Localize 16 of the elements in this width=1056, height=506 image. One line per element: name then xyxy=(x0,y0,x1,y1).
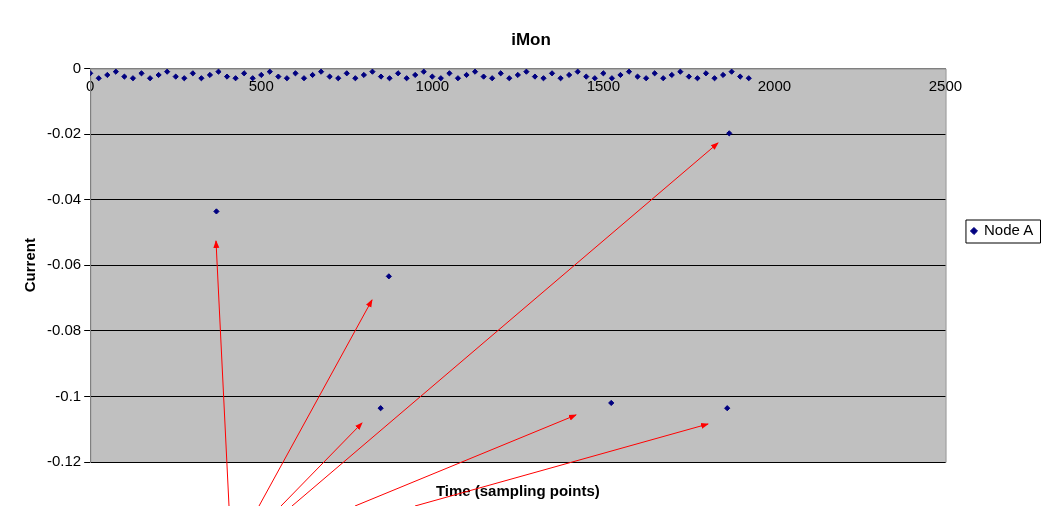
y-tick-label: -0.12 xyxy=(46,452,82,470)
x-tick-label: 1500 xyxy=(586,76,621,94)
y-tick-label: -0.1 xyxy=(55,386,82,404)
y-tick-label: -0.06 xyxy=(46,255,82,273)
x-tick-label: 2500 xyxy=(928,76,963,94)
x-tick-label: 500 xyxy=(248,76,274,94)
x-tick-label: 1000 xyxy=(415,76,449,94)
y-tick-label: 0 xyxy=(72,58,82,76)
legend-label: Node A xyxy=(983,221,1034,239)
chart-title: iMon xyxy=(511,29,551,49)
y-tick-label: -0.04 xyxy=(46,189,82,207)
y-tick-label: -0.02 xyxy=(46,124,82,142)
x-tick-label: 2000 xyxy=(757,76,792,94)
y-tick-label: -0.08 xyxy=(46,320,82,338)
y-axis-title: Current xyxy=(21,238,39,293)
x-axis-title: Time (sampling points) xyxy=(435,482,600,499)
